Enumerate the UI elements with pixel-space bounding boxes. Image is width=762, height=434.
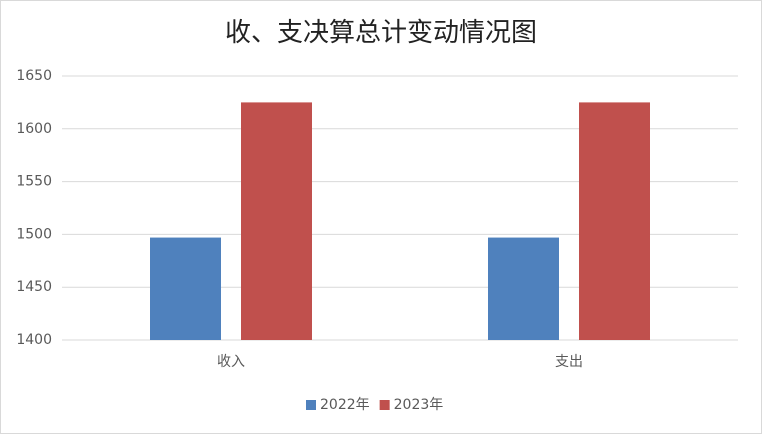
chart-title: 收、支决算总计变动情况图 xyxy=(225,18,537,48)
bar xyxy=(241,102,312,341)
x-tick-label: 支出 xyxy=(555,354,583,370)
y-tick-label: 1650 xyxy=(16,68,52,84)
bar xyxy=(579,102,650,341)
legend-label: 2023年 xyxy=(394,397,444,413)
y-tick-label: 1550 xyxy=(16,174,52,190)
legend-swatch xyxy=(306,400,316,410)
y-tick-label: 1500 xyxy=(16,226,52,242)
y-tick-label: 1400 xyxy=(16,332,52,348)
y-tick-label: 1600 xyxy=(16,121,52,137)
y-tick-label: 1450 xyxy=(16,279,52,295)
bar xyxy=(488,237,559,340)
legend-label: 2022年 xyxy=(320,397,370,413)
x-tick-label: 收入 xyxy=(217,354,245,370)
legend-swatch xyxy=(379,400,390,410)
bar xyxy=(150,237,221,340)
